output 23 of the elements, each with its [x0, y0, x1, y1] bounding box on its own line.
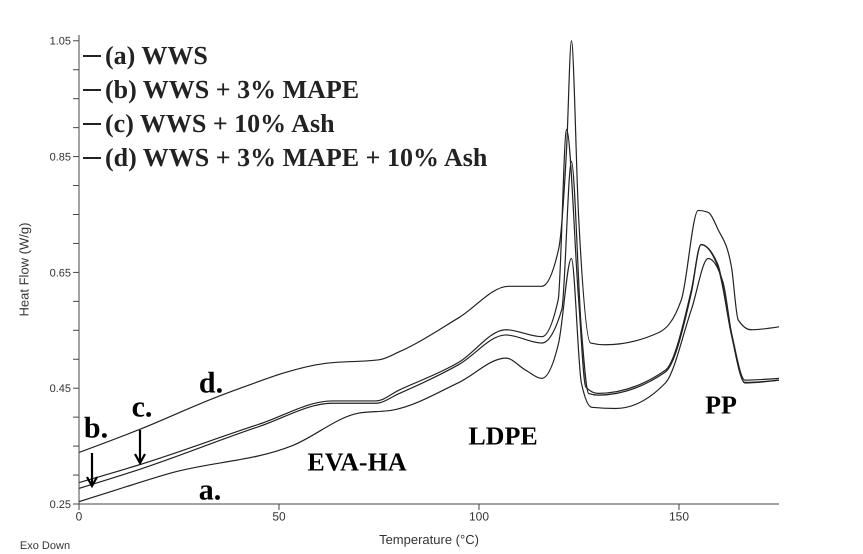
annotation: c.: [132, 390, 152, 424]
y-tick-label: 0.25: [50, 498, 71, 511]
x-axis-title: Temperature (°C): [379, 532, 479, 547]
legend-label: (d) WWS + 3% MAPE + 10% Ash: [105, 142, 488, 174]
annotation: LDPE: [468, 422, 538, 450]
text: Exo Down: [20, 540, 70, 552]
y-tick-label: 0.85: [50, 152, 71, 164]
x-tick-label: 150: [668, 510, 690, 524]
x-tick-label: 100: [468, 510, 490, 524]
y-tick-label: 0.45: [50, 383, 71, 396]
x-tick-label: 0: [76, 510, 83, 524]
y-tick-label: 1.05: [50, 36, 71, 48]
annotation: a.: [198, 474, 222, 506]
legend-label: (b) WWS + 3% MAPE: [105, 74, 360, 106]
annotation: d.: [198, 366, 224, 400]
y-axis-title: Heat Flow (W/g): [16, 222, 32, 316]
legend-label: (a) WWS: [105, 40, 208, 72]
legend-label: (c) WWS + 10% Ash: [105, 108, 335, 140]
y-tick-label: 0.65: [50, 267, 71, 280]
x-tick-label: 50: [272, 510, 286, 524]
annotation: b.: [84, 412, 108, 444]
annotation: EVA-HA: [307, 448, 407, 476]
annotation: PP: [705, 390, 737, 420]
